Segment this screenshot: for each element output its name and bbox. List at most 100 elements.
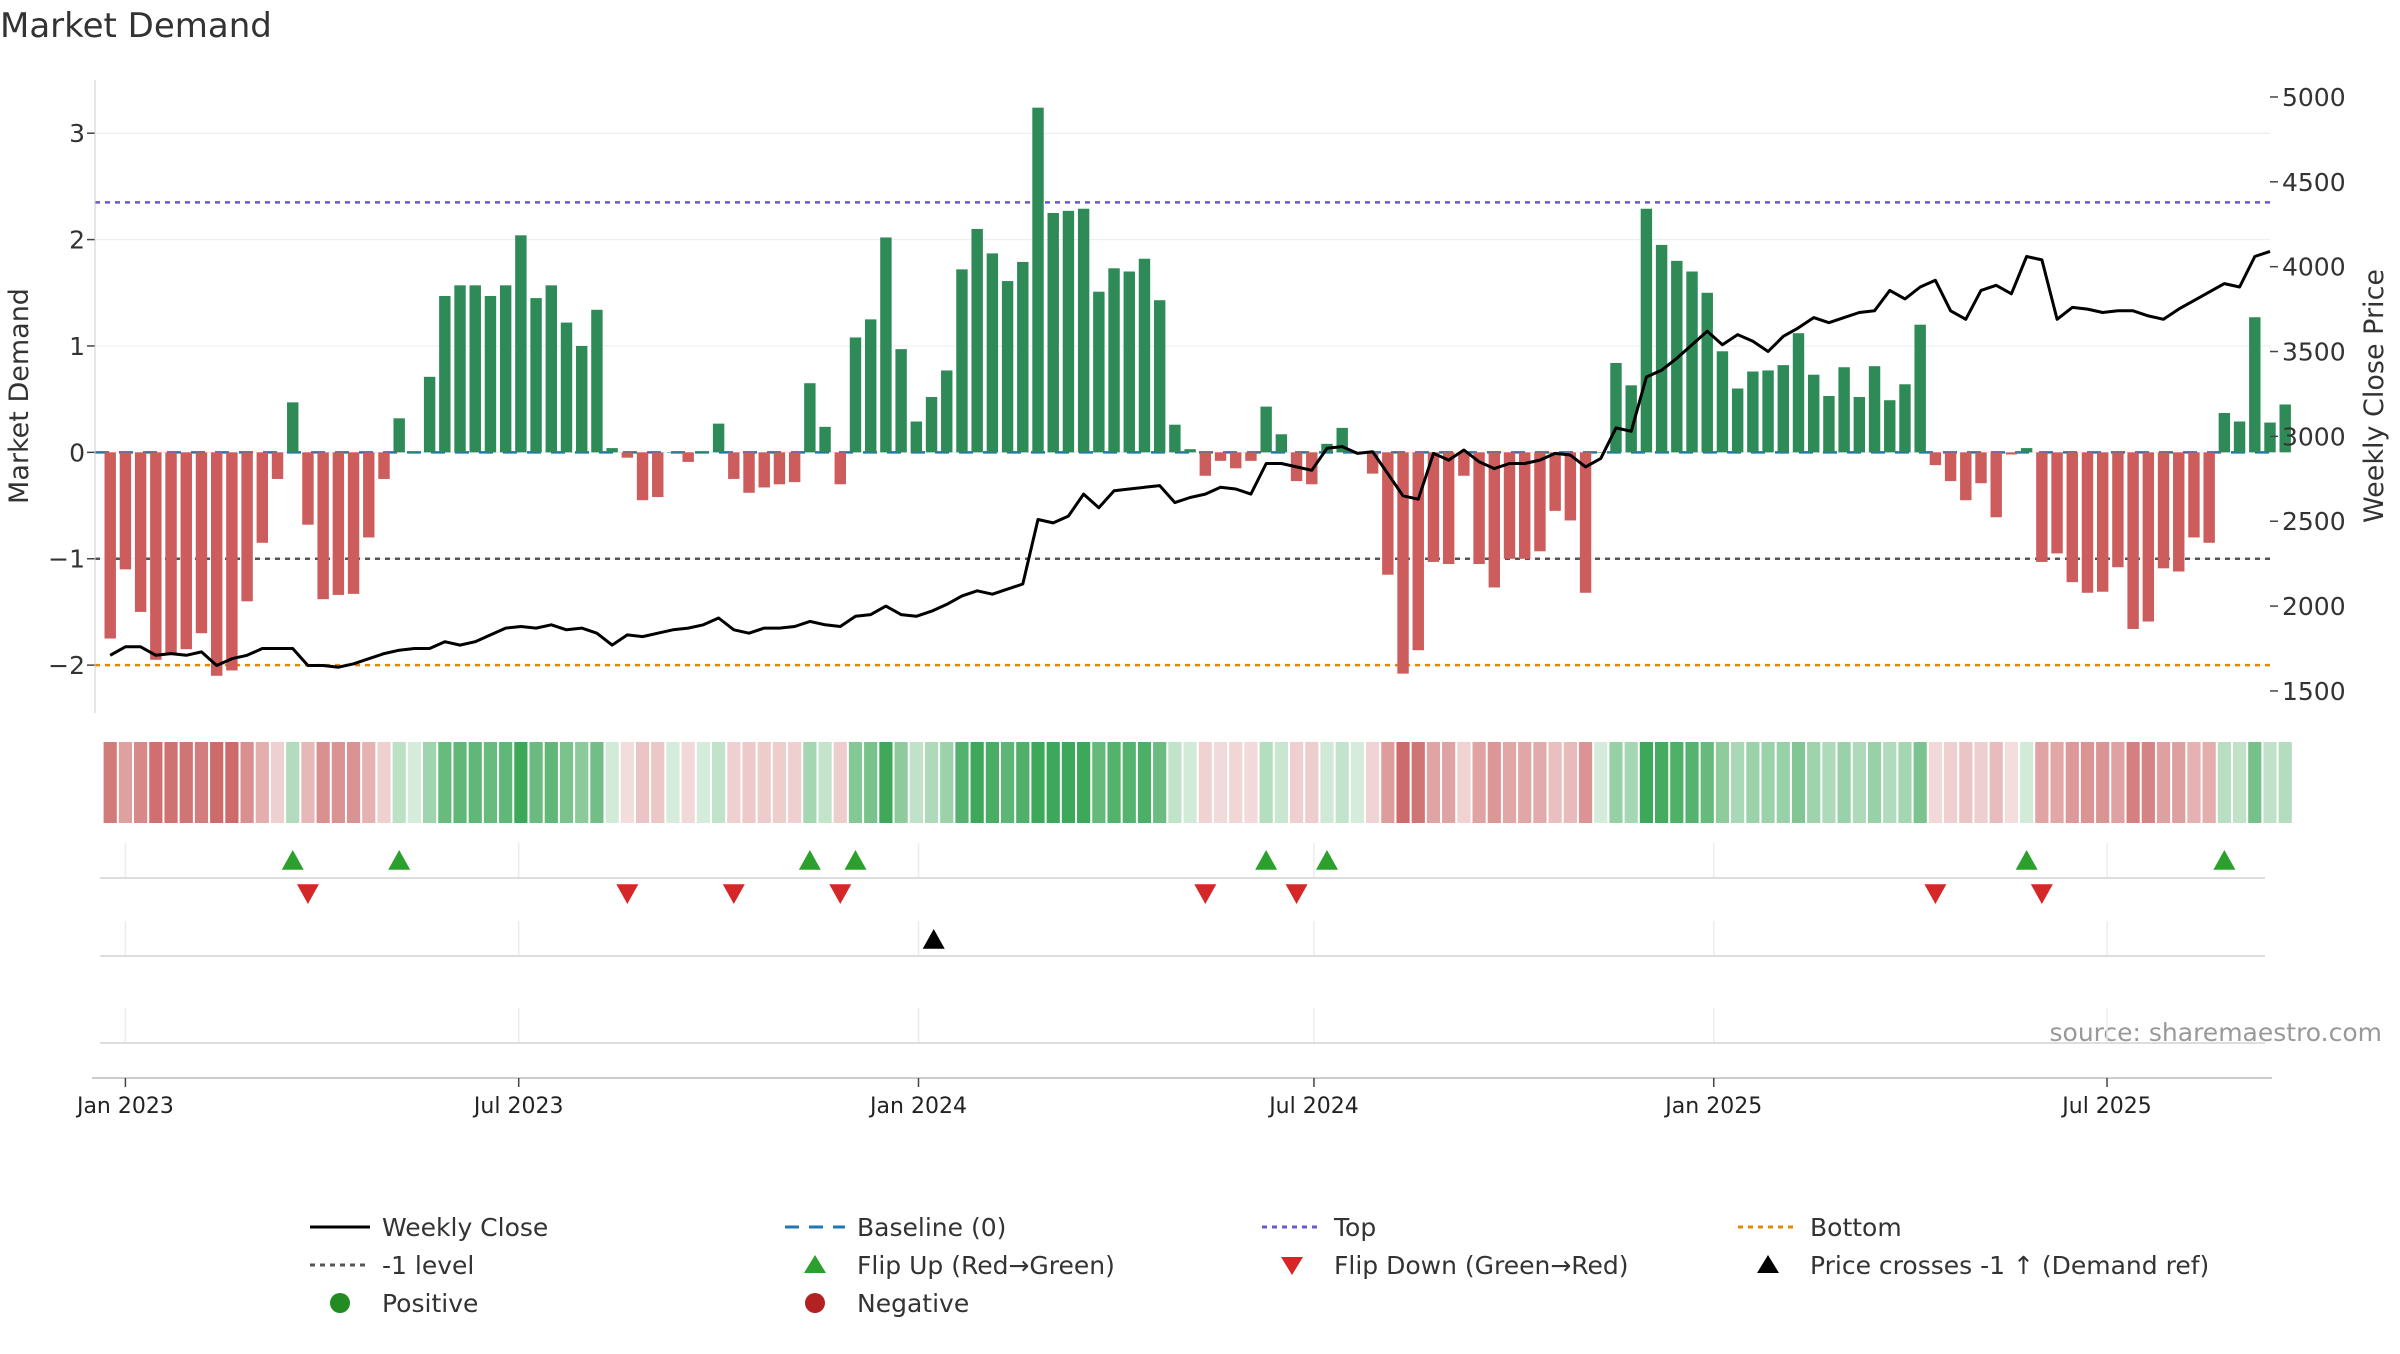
heat-cell	[1867, 742, 1882, 823]
legend-swatch-dot	[805, 1293, 825, 1313]
heat-cell	[1092, 742, 1106, 823]
heat-cell	[894, 742, 908, 823]
heat-cell	[2111, 742, 2125, 823]
heat-cell	[1031, 742, 1045, 823]
heat-cell	[1670, 742, 1684, 823]
y-axis-label: Market Demand	[4, 288, 35, 504]
demand-bar	[332, 452, 345, 595]
demand-bar	[1169, 424, 1181, 453]
heat-cell	[1913, 742, 1927, 823]
heat-cell	[1943, 742, 1958, 823]
demand-bar	[165, 452, 177, 655]
demand-bar	[834, 452, 846, 485]
demand-bar	[1534, 452, 1546, 552]
demand-bar	[2096, 452, 2109, 592]
demand-bar	[180, 452, 192, 650]
demand-bar	[652, 452, 664, 498]
heat-cell	[1442, 742, 1456, 823]
legend-item: Positive	[330, 1289, 478, 1318]
flip-down-marker	[616, 884, 639, 904]
heat-cell	[681, 742, 695, 823]
demand-bar	[241, 452, 253, 602]
heat-cell	[468, 742, 482, 823]
heat-cell	[1259, 742, 1273, 823]
demand-bar	[1458, 452, 1470, 476]
demand-bar	[1123, 271, 1135, 453]
flip-down-marker	[1194, 884, 1217, 904]
demand-bar	[1579, 452, 1592, 593]
legend-label: Bottom	[1810, 1213, 1902, 1242]
legend-label: Top	[1333, 1213, 1376, 1242]
demand-bar	[1731, 388, 1744, 453]
legend-swatch-triangle-up	[804, 1255, 826, 1273]
demand-bar	[2279, 404, 2291, 453]
demand-bar	[1716, 351, 1729, 453]
heat-cell	[1852, 742, 1866, 823]
legend-item: Baseline (0)	[785, 1213, 1006, 1242]
demand-bar	[880, 237, 892, 453]
demand-bar	[1655, 244, 1668, 453]
heat-cell	[438, 742, 452, 823]
legend-item: Bottom	[1738, 1213, 1902, 1242]
demand-bar	[2036, 452, 2048, 562]
heat-cell	[742, 742, 756, 823]
legend-swatch-triangle-down	[1281, 1257, 1303, 1275]
legend-label: Positive	[382, 1289, 478, 1318]
demand-bar	[1397, 452, 1409, 674]
heat-cell	[1594, 742, 1608, 823]
heat-cell	[1578, 742, 1593, 823]
heat-cell	[1624, 742, 1638, 823]
demand-bar	[1503, 452, 1516, 559]
flip-down-marker	[2030, 884, 2053, 904]
flip-down-marker	[829, 884, 852, 904]
demand-bar	[1108, 268, 1120, 453]
demand-bar	[1960, 452, 1972, 501]
demand-bar	[1214, 452, 1227, 461]
demand-bar	[1762, 370, 1774, 453]
heat-cell	[711, 742, 726, 823]
flip-up-marker	[388, 850, 411, 870]
demand-bar	[484, 295, 497, 453]
legend-label: Negative	[857, 1289, 969, 1318]
demand-bar	[347, 452, 360, 594]
demand-bar	[1442, 452, 1455, 565]
demand-bar	[1427, 452, 1440, 562]
heat-cell	[1487, 742, 1501, 823]
demand-bar	[1975, 452, 1987, 484]
heat-cell	[2248, 742, 2262, 823]
demand-bar	[2127, 452, 2139, 629]
heat-cell	[346, 742, 361, 823]
demand-bar	[1275, 434, 1288, 453]
flip-up-marker	[2015, 850, 2038, 870]
heat-cell	[377, 742, 391, 823]
heat-cell	[1807, 742, 1821, 823]
demand-bar	[1990, 452, 2002, 518]
heat-cell	[240, 742, 254, 823]
demand-bar	[1017, 261, 1029, 453]
y2-tick-label: 1500	[2282, 677, 2346, 706]
demand-bar	[621, 452, 634, 458]
demand-bar	[1366, 452, 1379, 474]
demand-bar	[378, 452, 390, 479]
legend-label: -1 level	[382, 1251, 474, 1280]
demand-bar	[2264, 422, 2276, 453]
legend-swatch-triangle-up	[1757, 1255, 1779, 1273]
demand-bar	[2051, 452, 2063, 554]
demand-bar	[697, 452, 710, 453]
heat-cell	[331, 742, 345, 823]
demand-bar	[2066, 452, 2078, 583]
heat-cell	[605, 742, 619, 823]
heat-cell	[1883, 742, 1897, 823]
heat-cell	[423, 742, 437, 823]
flip-up-marker	[844, 850, 867, 870]
demand-bar	[287, 402, 299, 453]
heat-cell	[818, 742, 832, 823]
heat-cell	[1000, 742, 1015, 823]
demand-bar	[1914, 324, 1926, 453]
demand-bar	[1230, 452, 1242, 469]
heat-cell	[1229, 742, 1243, 823]
demand-bar	[1093, 291, 1105, 453]
heat-cell	[666, 742, 680, 823]
demand-bar	[302, 452, 314, 525]
demand-bar	[804, 383, 816, 453]
